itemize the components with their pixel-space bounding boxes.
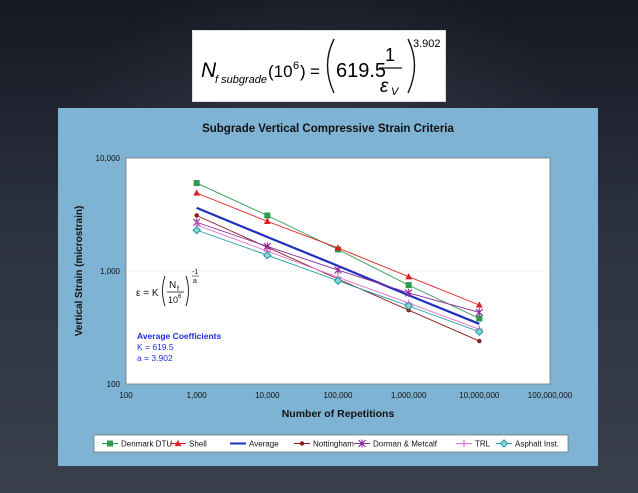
inset-frac-den: 10 [168,295,178,305]
data-point-denmark-dtu [193,180,200,187]
formula-exponent: 3.902 [413,38,441,50]
data-point-shell [193,189,201,196]
data-point-nottingham [194,213,199,218]
formula-graphic: N f subgrade (10 6 ) = 619.5 1 ε V 3.902 [201,38,441,98]
inset-frac-num: N [169,280,176,291]
inset-formula-lhs: ε = K [136,288,159,299]
y-tick-label: 1,000 [100,267,121,276]
x-tick-label: 1,000,000 [391,391,427,400]
legend-marker-nottingham [299,441,305,446]
data-point-asphalt-inst [333,276,343,286]
x-tick-label: 100 [119,391,133,400]
legend-label-denmark-dtu: Denmark DTU [121,440,172,449]
formula-lhs-subscript: f subgrade [215,74,267,86]
data-point-dorman-metcalf [404,288,413,297]
data-point-shell [334,244,342,251]
data-point-dorman-metcalf [334,266,342,275]
data-point-asphalt-inst [263,250,272,260]
legend-item-average: Average [230,440,279,449]
legend-marker-denmark-dtu [107,440,113,447]
formula-lhs-arg-close: ) [300,62,306,81]
legend-label-average: Average [249,440,279,449]
data-point-asphalt-inst [475,327,484,337]
x-tick-label: 100,000 [324,391,353,400]
formula-coefficient: 619.5 [336,60,386,82]
formula-equals: = [310,62,320,81]
y-tick-labels: 100 1,000 10,000 [96,154,121,389]
inset-exp-num: -1 [192,269,198,276]
legend-marker-dorman-metcalf [358,439,366,448]
x-tick-labels: 100 1,000 10,000 100,000 1,000,000 10,000,000… [119,391,572,400]
annotation-line-k: K = 619.5 [137,342,174,352]
y-tick-label: 100 [107,380,121,389]
y-tick-label: 10,000 [96,154,121,163]
data-point-nottingham [477,338,482,344]
formula-denominator-sub: V [391,86,400,98]
legend-label-shell: Shell [189,440,207,449]
data-point-asphalt-inst [192,225,201,235]
x-tick-label: 100,000,000 [528,391,573,400]
series-line-average [196,206,480,325]
annotation-line-a: a = 3.902 [137,353,173,363]
legend-label-nottingham: Nottingham [313,440,354,449]
legend-item-dorman-metcalf: Dorman & Metcalf [354,439,438,449]
legend-marker-trl [460,439,468,448]
legend-item-asphalt-inst: Asphalt Inst. [496,439,559,449]
data-point-dorman-metcalf [475,308,484,317]
inset-frac-num-sub: f [177,286,179,293]
data-point-denmark-dtu [405,282,412,289]
legend-marker-shell [174,439,182,447]
chart-title: Subgrade Vertical Compressive Strain Cri… [202,123,454,135]
formula-box: N f subgrade (10 6 ) = 619.5 1 ε V 3.902 [192,30,446,102]
formula-left-paren [326,38,335,94]
data-point-denmark-dtu [476,315,483,322]
inset-left-paren [162,275,166,307]
legend-item-trl: TRL [456,440,491,449]
inset-frac-den-exp: 6 [178,294,182,300]
data-point-asphalt-inst [404,301,413,311]
legend-item-denmark-dtu: Denmark DTU [102,440,172,449]
formula-numerator: 1 [385,45,395,65]
legend: Denmark DTU Shell Average Nottingham Dorman … [102,439,559,449]
formula-right-paren [407,38,416,94]
legend-marker-asphalt-inst [499,439,509,448]
annotation-heading: Average Coefficients [137,331,222,341]
legend-box [93,434,569,453]
data-point-shell [263,217,271,224]
legend-label-asphalt-inst: Asphalt Inst. [515,440,559,449]
chart-svg: Subgrade Vertical Compressive Strain Cri… [74,123,573,453]
legend-label-dorman-metcalf: Dorman & Metcalf [373,440,438,449]
y-axis-label: Vertical Strain (microstrain) [74,206,85,337]
formula-lhs-arg-exp: 6 [293,60,299,72]
formula-lhs-symbol: N [201,59,217,82]
x-tick-label: 1,000 [187,391,208,400]
series-shell [193,189,483,308]
data-point-denmark-dtu [264,212,271,219]
x-tick-label: 10,000 [255,391,280,400]
series-average [196,206,480,325]
formula-denominator: ε [380,76,389,97]
legend-label-trl: TRL [475,440,491,449]
data-point-shell [475,301,483,308]
series-dorman-metcalf [192,218,484,317]
inset-exp-den: a [193,278,197,285]
inset-formula: ε = K N f 10 6 -1 a [136,269,199,307]
inset-right-paren [185,275,189,307]
series-asphalt-inst [192,225,484,337]
formula-lhs-arg: (10 [268,62,293,81]
legend-item-nottingham: Nottingham [294,440,354,449]
legend-item-shell: Shell [170,440,207,449]
data-point-shell [405,273,413,280]
x-tick-label: 10,000,000 [459,391,500,400]
x-axis-label: Number of Repetitions [282,408,395,420]
series-group [192,180,484,344]
chart-panel: Subgrade Vertical Compressive Strain Cri… [58,108,598,466]
